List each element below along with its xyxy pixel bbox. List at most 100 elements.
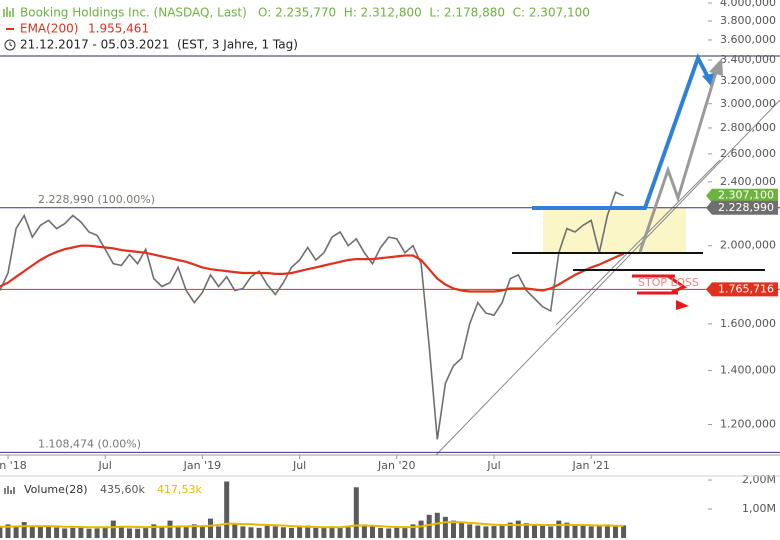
volume-bar bbox=[556, 520, 562, 538]
volume-bar bbox=[426, 514, 432, 538]
volume-bar bbox=[548, 526, 554, 538]
arrow-head bbox=[676, 300, 689, 310]
y-tick-label: 4.000,000 bbox=[720, 0, 776, 9]
volume-bar bbox=[604, 524, 610, 538]
volume-bar bbox=[329, 526, 335, 538]
volume-bar bbox=[564, 522, 570, 538]
volume-legend: Volume(28) 435,60k 417,53k bbox=[4, 483, 202, 496]
volume-bar bbox=[191, 524, 197, 538]
y-tick-label: 2.400,000 bbox=[720, 175, 776, 188]
volume-bar bbox=[345, 527, 351, 538]
volume-bar bbox=[208, 518, 213, 538]
volume-bar bbox=[507, 522, 513, 538]
price-tag bbox=[706, 282, 778, 297]
volume-bar bbox=[386, 528, 392, 538]
volume-bar bbox=[580, 525, 586, 538]
highlight-box bbox=[543, 208, 686, 253]
y-tick-label: 2.600,000 bbox=[720, 147, 776, 160]
y-tick-label: 3.600,000 bbox=[720, 33, 776, 46]
volume-bar bbox=[289, 527, 294, 538]
volume-bar bbox=[588, 526, 594, 538]
x-tick-label: Jul bbox=[292, 459, 306, 472]
trend-line bbox=[555, 159, 721, 326]
volume-bar bbox=[402, 526, 408, 538]
header: Booking Holdings Inc. (NASDAQ, Last) O: … bbox=[3, 6, 590, 52]
volume-bar bbox=[621, 525, 627, 538]
ohlc: O: 2.235,770 H: 2.312,800 L: 2.178,880 C… bbox=[258, 6, 590, 20]
volume-bar bbox=[515, 520, 521, 538]
target-arrow bbox=[532, 52, 714, 210]
y-tick-label: 3.000,000 bbox=[720, 97, 776, 110]
volume-bar bbox=[102, 526, 108, 538]
volume-bar bbox=[305, 525, 311, 538]
volume-bar bbox=[199, 526, 205, 538]
volume-bar bbox=[232, 524, 238, 538]
volume-bar bbox=[613, 526, 618, 538]
volume-bar bbox=[159, 526, 165, 538]
x-tick-label: Jul bbox=[98, 459, 112, 472]
volume-bar bbox=[21, 522, 27, 538]
legend-value: 435,60k bbox=[100, 483, 145, 496]
y-tick-label: 2.800,000 bbox=[720, 121, 776, 134]
volume-bar bbox=[167, 520, 173, 538]
y-tick-label: 1.600,000 bbox=[720, 317, 776, 330]
volume-bar bbox=[143, 527, 149, 538]
legend-value: 417,53k bbox=[157, 483, 202, 496]
volume-bar bbox=[256, 527, 262, 538]
y-tick-label: 2.000,000 bbox=[720, 239, 776, 252]
trend-line bbox=[435, 99, 780, 456]
volume-bar bbox=[378, 527, 384, 538]
volume-bar bbox=[596, 525, 602, 538]
volume-average bbox=[0, 521, 624, 529]
volume-bar bbox=[475, 525, 481, 538]
volume-bar bbox=[135, 528, 141, 538]
volume-bar bbox=[37, 526, 43, 538]
volume-bar bbox=[370, 526, 375, 538]
clock-hand bbox=[9, 42, 13, 47]
period: 21.12.2017 - 05.03.2021 (EST, 3 Jahre, 1… bbox=[20, 38, 298, 52]
volume-bar bbox=[459, 522, 465, 538]
x-tick-label: Jan '19 bbox=[183, 459, 221, 472]
volume-bar bbox=[361, 524, 367, 538]
volume-bar bbox=[337, 527, 343, 538]
volume-bar bbox=[216, 526, 222, 538]
level-label: 2.228,990 (100.00%) bbox=[38, 193, 155, 206]
series-name: Booking Holdings Inc. (NASDAQ, Last) bbox=[20, 6, 247, 20]
volume-bar bbox=[540, 525, 546, 538]
volume-bar bbox=[491, 526, 497, 538]
volume-bar bbox=[248, 527, 254, 538]
y-tick-label: 1.200,000 bbox=[720, 418, 776, 431]
price-tag-label: 2.228,990 bbox=[718, 201, 774, 214]
y-tick-label: 3.400,000 bbox=[720, 53, 776, 66]
volume-bar bbox=[297, 526, 303, 538]
level-label: 1.108,474 (0.00%) bbox=[38, 437, 141, 450]
logo bbox=[3, 7, 14, 17]
volume-bar bbox=[183, 525, 189, 538]
volume-bar bbox=[434, 512, 440, 538]
volume-bar bbox=[46, 526, 51, 538]
volume-bar bbox=[224, 481, 230, 538]
y-tick-label: 1.400,000 bbox=[720, 364, 776, 377]
price-tag-label: 2.307,100 bbox=[718, 189, 774, 202]
y-tick-label: 2,00M bbox=[742, 473, 776, 486]
price-tag bbox=[706, 188, 778, 203]
volume-bar bbox=[94, 528, 100, 538]
x-tick-label: Jan '21 bbox=[571, 459, 609, 472]
x-tick-label: Jan '18 bbox=[0, 459, 27, 472]
volume-bar bbox=[394, 527, 400, 538]
volume-bar bbox=[54, 527, 60, 538]
volume-bar bbox=[151, 524, 157, 538]
volume-bar bbox=[70, 527, 76, 538]
volume-bar bbox=[272, 526, 278, 538]
annotation: STOP LOSS bbox=[638, 276, 699, 289]
volume-bar bbox=[442, 516, 448, 538]
volume-bar bbox=[418, 520, 424, 538]
volume-bar bbox=[127, 528, 132, 538]
clock-icon bbox=[4, 39, 16, 51]
price-tag bbox=[706, 200, 778, 215]
volume-bar bbox=[451, 520, 456, 538]
legend-label: Volume(28) bbox=[24, 483, 88, 496]
volume-bar bbox=[353, 487, 359, 538]
volume-bar bbox=[264, 524, 270, 538]
volume-bar bbox=[0, 527, 3, 538]
